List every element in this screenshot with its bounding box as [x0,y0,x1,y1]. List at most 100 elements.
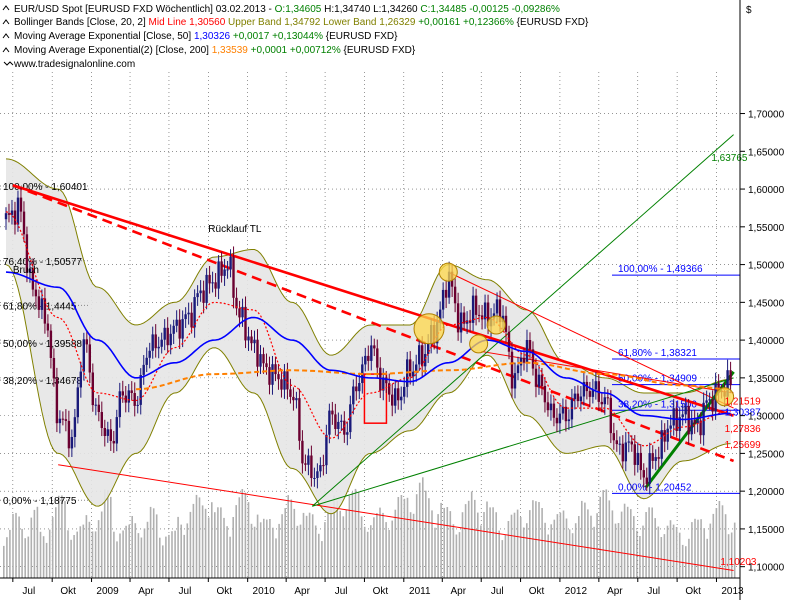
bollinger-upper-line [5,158,731,394]
y-tick-label: 1,15000 [748,525,785,536]
price-bar-body [579,396,583,402]
y-tick-label: 1,40000 [748,336,785,347]
y-tick-label: 1,35000 [748,374,785,385]
x-tick-label: Jul [491,586,504,597]
bb-symbol: {EURUSD FXD} [517,17,589,28]
price-bar-body [456,303,460,333]
volume-bar [64,501,66,578]
fib-right-label: 100,00% - 1,49366 [618,264,703,275]
price-bar-body [567,419,571,422]
volume-bar [568,529,571,578]
volume-bar [712,513,715,578]
volume-bar [159,537,161,578]
price-bar-body [337,421,340,429]
price-bar-body [621,443,624,462]
price-bar-body [184,314,187,320]
price-bar-body [570,399,574,420]
price-bar-body [382,377,385,391]
x-tick-label: 2012 [565,586,588,597]
price-bar-body [130,390,133,393]
price-bar-body [690,420,693,435]
price-bar-body [672,408,675,426]
price-bar-body [468,320,472,323]
price-bar-body [444,289,448,298]
volume-bar [663,534,666,578]
price-bar-body [558,413,562,424]
volume-bar [79,526,82,578]
volume-bar [522,527,525,578]
volume-bar [42,536,45,578]
volume-bar [602,490,604,578]
price-bar-body [391,394,394,406]
x-tick-label: 2013 [721,586,744,597]
volume-bar [296,525,299,578]
trendline [312,377,734,507]
volume-bar [541,508,543,578]
volume-bar [403,498,406,578]
volume-bar [214,512,216,578]
fib-left-label: 38,20% - 1,34678 [3,376,82,387]
bollinger-lower-line [5,264,731,515]
volume-bar [660,537,663,578]
price-bar-body [624,442,627,462]
fib-left-label: 100,00% - 1,60401 [3,182,88,193]
price-bar-body [16,197,20,225]
price-bar-body [187,312,190,315]
header-line-3: Moving Average Exponential [Close, 50] 1… [14,31,398,42]
volume-bar [116,541,118,578]
volume-bar [186,523,189,578]
price-bar-body [268,367,271,385]
volume-bar [590,515,592,578]
y-tick-label: 1,50000 [748,261,785,272]
price-bar-body [717,383,720,392]
price-bar-body [459,312,463,333]
x-tick-label: Apr [451,586,467,597]
price-bar-body [31,268,35,290]
volume-bar [516,509,519,578]
volume-bar [302,512,305,578]
price-bar-body [729,370,732,386]
volume-bar [382,512,384,578]
x-tick-label: 2011 [409,586,431,597]
highlight-circle [469,334,489,354]
price-bar-body [127,390,130,403]
volume-bar [180,524,182,578]
price-bar-body [453,286,457,304]
price-bar-body [364,355,367,365]
bollinger-bands [5,158,731,515]
price-bar-body [166,327,169,346]
header-site[interactable]: www.tradesignalonline.com [13,59,135,70]
volume-bar [700,519,702,578]
volume-bar [547,534,549,578]
price-bar-body [256,339,259,367]
price-bar-body [708,399,711,401]
price-bar-body [217,261,220,289]
price-bar-body [304,463,307,465]
volume-bar [290,499,293,578]
price-bar-body [546,402,550,411]
volume-bar [452,524,455,578]
volume-bar [177,516,179,578]
chart-annotation: Rücklauf TL [208,224,262,235]
volume-bar [449,511,452,578]
price-bar-body [564,406,568,422]
volume-bar [483,512,485,578]
volume-bar [504,534,507,578]
price-bar-body [516,365,520,374]
volume-bar [400,495,403,578]
price-bar-body [651,453,654,461]
volume-bar [293,508,296,578]
price-bar-body [94,404,97,406]
price-bar-body [238,308,241,318]
ema200-symbol: {EURUSD FXD} [344,45,416,56]
price-bar-body [552,403,556,418]
volume-bar [183,534,185,578]
price-bar-body [528,340,532,350]
price-bar-body [85,339,88,345]
price-bar-body [307,455,310,465]
volume-bar [688,538,690,578]
volume-bar [55,507,57,578]
volume-bar [544,522,546,578]
